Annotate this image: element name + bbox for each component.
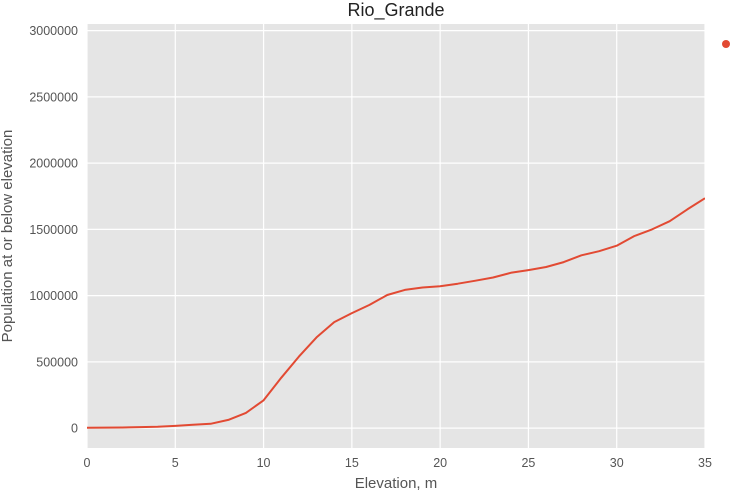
plot-area (87, 24, 705, 448)
x-tick-label: 10 (257, 456, 271, 470)
y-tick-label: 1000000 (29, 289, 78, 303)
legend-marker (722, 40, 730, 48)
grid-lines (86, 24, 706, 448)
legend (722, 40, 730, 48)
y-axis-ticks: 0 500000 1000000 1500000 2000000 2500000 30000… (29, 24, 78, 436)
x-tick-label: 25 (521, 456, 535, 470)
x-tick-label: 15 (345, 456, 359, 470)
y-tick-label: 500000 (36, 355, 78, 369)
series-layer (87, 197, 705, 429)
x-axis-label: Elevation, m (355, 475, 438, 491)
x-tick-label: 5 (172, 456, 179, 470)
y-tick-label: 2000000 (29, 157, 78, 171)
x-tick-label: 30 (610, 456, 624, 470)
y-axis-label: Population at or below elevation (0, 130, 16, 343)
x-tick-label: 0 (84, 456, 91, 470)
chart-title: Rio_Grande (347, 0, 444, 21)
x-axis-ticks: 0 5 10 15 20 25 30 35 (84, 456, 712, 470)
x-tick-label: 20 (433, 456, 447, 470)
series-line (87, 197, 705, 429)
y-tick-label: 2500000 (29, 90, 78, 104)
x-tick-label: 35 (698, 456, 712, 470)
y-tick-label: 3000000 (29, 24, 78, 38)
y-tick-label: 0 (71, 422, 78, 436)
y-tick-label: 1500000 (29, 223, 78, 237)
